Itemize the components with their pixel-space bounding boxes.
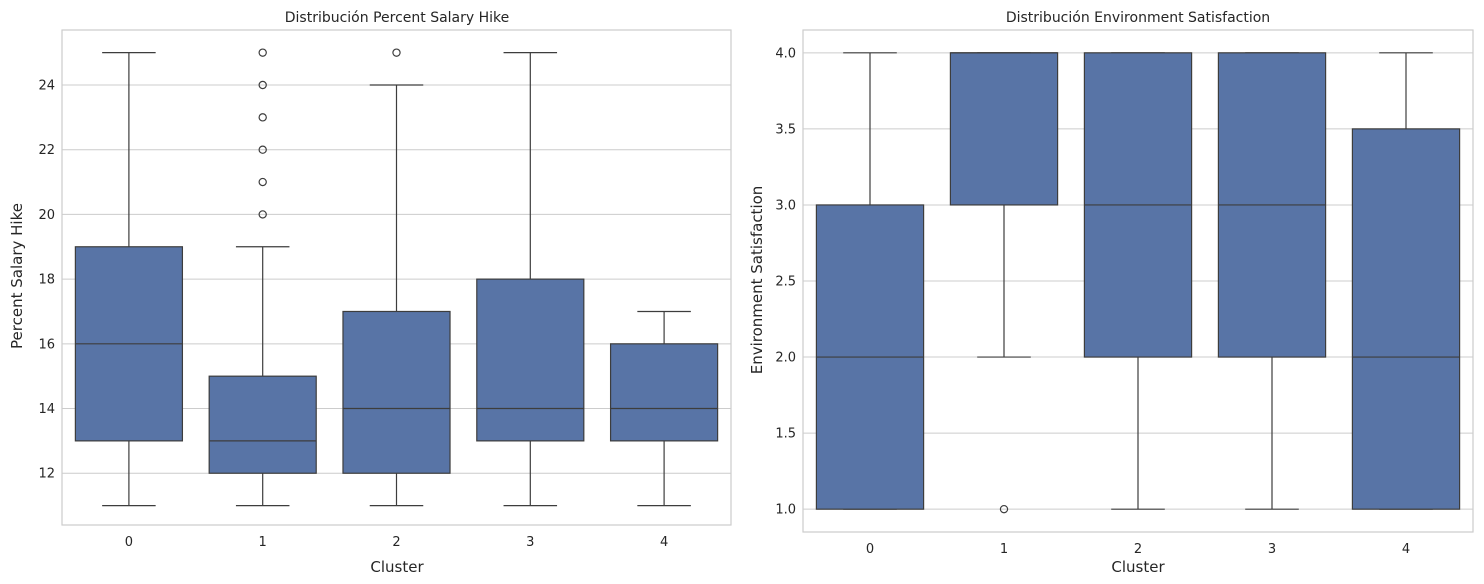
box-1 xyxy=(949,52,1059,514)
outlier-point xyxy=(258,210,267,219)
y-tick-label: 2.5 xyxy=(775,275,796,290)
x-axis-label: Cluster xyxy=(1111,558,1165,576)
y-tick-label: 14 xyxy=(38,402,55,417)
outlier-point xyxy=(258,48,267,57)
x-tick-label: 3 xyxy=(1268,542,1276,557)
iqr-box xyxy=(208,375,317,474)
y-tick-label: 20 xyxy=(38,208,55,223)
iqr-box xyxy=(1351,128,1461,510)
x-tick-label: 4 xyxy=(1402,542,1410,557)
box-0 xyxy=(74,52,184,507)
y-tick-label: 22 xyxy=(38,143,55,158)
box-3 xyxy=(1217,52,1327,510)
chart-environment-satisfaction: 1.0 1.5 2.0 2.5 3.0 3.5 4.0 0 1 2 3 4 Distribución … xyxy=(748,10,1474,576)
iqr-box xyxy=(609,343,719,442)
iqr-box xyxy=(949,52,1059,206)
x-tick-label: 1 xyxy=(259,535,267,550)
outlier-point xyxy=(999,504,1009,514)
outlier-point xyxy=(258,113,267,122)
outlier-point xyxy=(258,177,267,187)
y-tick-label: 1.0 xyxy=(775,503,796,518)
outlier-point xyxy=(258,145,267,154)
y-axis-label: Percent Salary Hike xyxy=(8,203,26,349)
y-tick-label: 1.5 xyxy=(775,427,796,442)
x-tick-label: 2 xyxy=(1134,542,1142,557)
y-axis-label: Environment Satisfaction xyxy=(748,186,766,375)
y-tick-label: 24 xyxy=(38,79,55,94)
box-4 xyxy=(1351,52,1461,510)
plot-area: 1.0 1.5 2.0 2.5 3.0 3.5 4.0 0 1 2 3 4 xyxy=(775,29,1474,557)
iqr-box xyxy=(342,310,451,474)
chart-title: Distribución Environment Satisfaction xyxy=(1006,10,1270,26)
box-3 xyxy=(476,52,585,507)
x-tick-label: 4 xyxy=(660,535,668,550)
x-tick-label: 3 xyxy=(526,535,534,550)
outlier-point xyxy=(392,48,401,57)
box-2 xyxy=(342,48,451,507)
plot-frame xyxy=(61,29,732,526)
box-2 xyxy=(1083,52,1193,510)
x-tick-label: 2 xyxy=(392,535,400,550)
x-tick-label: 1 xyxy=(1000,542,1008,557)
box-1 xyxy=(208,48,317,507)
chart-title: Distribución Percent Salary Hike xyxy=(285,10,510,26)
iqr-box xyxy=(476,278,585,442)
y-tick-label: 2.0 xyxy=(775,351,796,366)
box-4 xyxy=(609,310,719,507)
y-tick-label: 4.0 xyxy=(775,46,796,61)
y-tick-label: 16 xyxy=(38,337,55,352)
x-tick-label: 0 xyxy=(125,535,133,550)
y-tick-label: 18 xyxy=(38,273,55,288)
outlier-point xyxy=(258,80,267,90)
y-tick-label: 3.5 xyxy=(775,122,796,137)
x-axis-label: Cluster xyxy=(370,558,424,576)
x-tick-label: 0 xyxy=(866,542,874,557)
y-tick-label: 12 xyxy=(38,467,55,482)
box-0 xyxy=(815,52,925,510)
plot-frame xyxy=(802,29,1474,533)
y-tick-label: 3.0 xyxy=(775,198,796,213)
